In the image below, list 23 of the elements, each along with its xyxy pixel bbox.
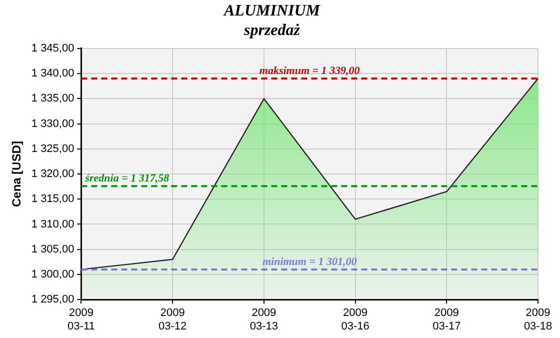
ref-line-label: średnia = 1 317,58 — [84, 172, 170, 184]
x-tick-label: 2009 03-11 — [68, 307, 95, 332]
ref-line-label: maksimum = 1 339,00 — [259, 64, 360, 77]
y-tick-label: 1 305,00 — [31, 243, 74, 256]
y-tick-label: 1 315,00 — [31, 193, 74, 206]
chart-subtitle: sprzedaż — [242, 22, 301, 39]
ref-line-label: minimum = 1 301,00 — [262, 256, 358, 268]
y-tick-label: 1 340,00 — [31, 68, 74, 80]
x-tick-label: 2009 03-18 — [524, 307, 552, 332]
x-tick-label: 2009 03-12 — [158, 307, 187, 332]
y-tick-label: 1 335,00 — [31, 92, 74, 105]
chart-title: ALUMINIUM — [222, 2, 321, 20]
y-tick-label: 1 295,00 — [31, 294, 74, 306]
y-tick-label: 1 325,00 — [31, 142, 74, 155]
x-tick-label: 2009 03-13 — [250, 307, 278, 332]
y-tick-label: 1 320,00 — [31, 168, 74, 180]
x-tick-label: 2009 03-16 — [341, 307, 370, 332]
y-tick-label: 1 330,00 — [31, 118, 74, 130]
y-axis-title: Cena [USD] — [10, 140, 24, 208]
y-tick-label: 1 310,00 — [31, 218, 74, 230]
y-tick-label: 1 345,00 — [31, 42, 74, 54]
y-tick-label: 1 300,00 — [31, 268, 74, 281]
x-tick-label: 2009 03-17 — [432, 307, 461, 332]
